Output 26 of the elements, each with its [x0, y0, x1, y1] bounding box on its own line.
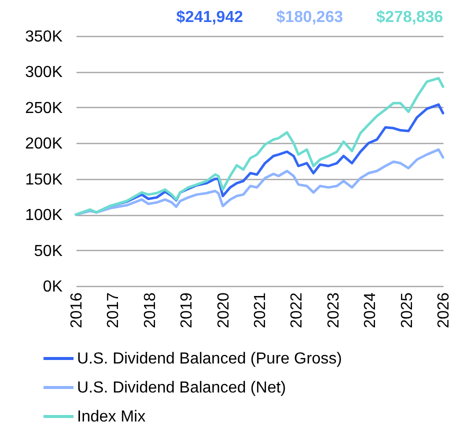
x-tick-label: 2019 [178, 292, 196, 328]
legend-label: Index Mix [77, 408, 146, 424]
y-tick-label: 0K [42, 278, 63, 296]
y-tick-label: 200K [25, 136, 63, 153]
x-tick-label: 2024 [362, 292, 380, 328]
legend-label: U.S. Dividend Balanced (Net) [77, 380, 286, 396]
y-tick-label: 150K [25, 171, 63, 188]
x-tick-label: 2022 [288, 292, 306, 328]
y-tick-label: 50K [34, 242, 63, 260]
x-tick-label: 2021 [252, 292, 269, 328]
x-tick-label: 2016 [68, 292, 86, 328]
text: $241,942 [176, 9, 244, 26]
text: $278,836 [376, 9, 444, 26]
legend-label: U.S. Dividend Balanced (Pure Gross) [77, 350, 342, 368]
x-tick-label: 2020 [215, 292, 232, 328]
y-tick-label: 250K [25, 100, 63, 117]
line-series [74, 76, 444, 216]
y-tick-label: 350K [25, 28, 63, 46]
y-tick-label: 300K [25, 64, 63, 82]
x-tick-label: 2025 [398, 292, 416, 328]
x-tick-label: 2026 [436, 292, 452, 328]
x-tick-label: 2023 [325, 292, 342, 328]
x-tick-label: 2017 [105, 292, 122, 328]
text: $180,263 [276, 9, 344, 26]
x-tick-label: 2018 [142, 292, 159, 328]
y-tick-label: 100K [25, 207, 63, 224]
